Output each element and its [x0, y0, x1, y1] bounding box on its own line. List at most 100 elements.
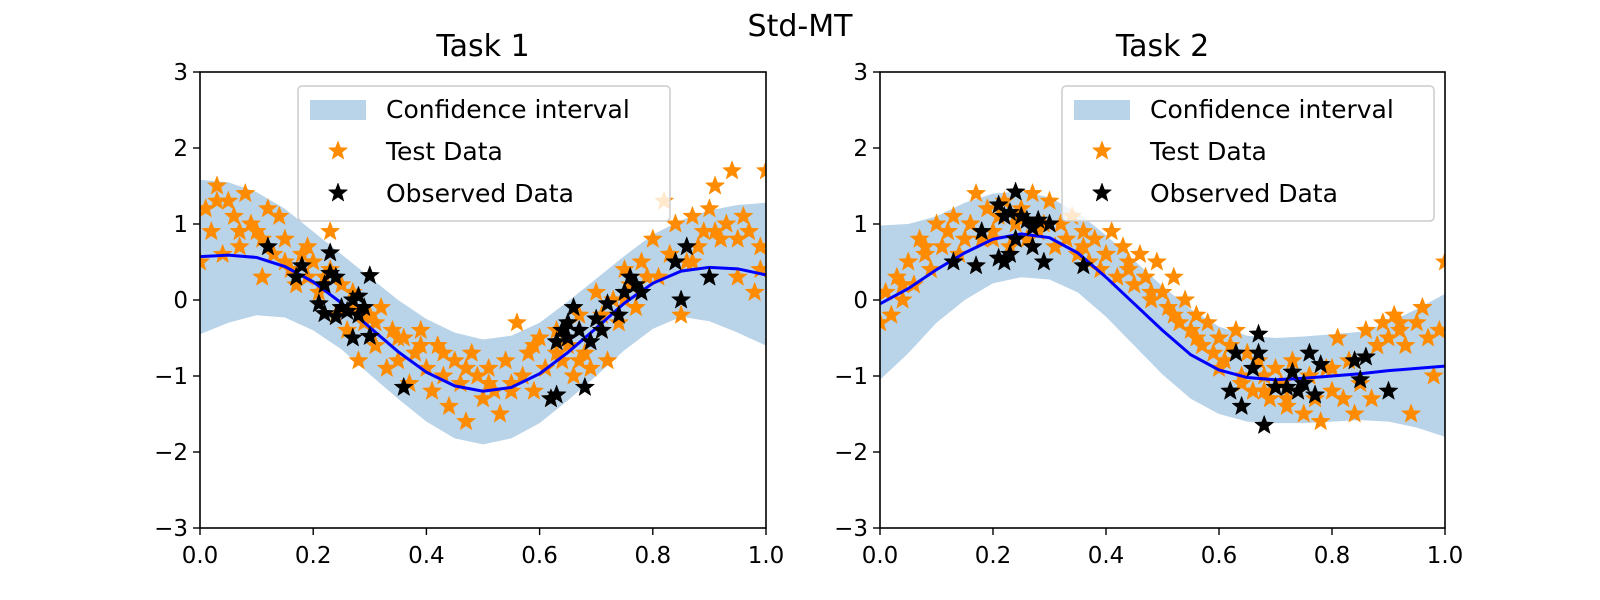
panel-title: Task 2: [1115, 29, 1209, 64]
observed-data-point: [557, 312, 579, 332]
legend-label: Confidence interval: [1150, 95, 1394, 124]
test-data-point: [235, 182, 256, 203]
plot-area: [200, 160, 766, 445]
test-data-point: [489, 403, 511, 423]
observed-data-point: [1231, 395, 1252, 416]
test-data-point: [733, 205, 754, 226]
x-tick-label: 0.6: [521, 543, 558, 569]
x-tick-label: 0.0: [182, 543, 219, 569]
test-data-point: [1186, 304, 1207, 324]
test-data-point: [699, 198, 720, 218]
test-data-point: [455, 357, 477, 378]
test-data-point: [433, 342, 454, 362]
test-data-point: [269, 205, 290, 226]
test-data-point: [1073, 220, 1094, 241]
observed-data-point: [1310, 353, 1331, 374]
test-data-point: [1203, 342, 1224, 362]
legend-label: Observed Data: [386, 179, 574, 208]
panel-title: Task 1: [435, 29, 529, 64]
test-data-point: [387, 327, 409, 347]
y-tick-label: −3: [154, 516, 188, 542]
observed-data-point: [563, 296, 584, 317]
predicted-mean-line: [880, 232, 1445, 382]
observed-data-point: [988, 194, 1009, 214]
observed-data-point: [1033, 251, 1055, 271]
test-data-point: [546, 342, 567, 362]
test-data-point: [631, 251, 652, 271]
x-tick-label: 0.4: [408, 543, 445, 569]
observed-data-point: [943, 251, 964, 271]
test-data-point: [1361, 388, 1382, 408]
observed-data-point: [1039, 213, 1060, 233]
legend-label: Test Data: [1149, 137, 1267, 166]
test-data-point: [229, 220, 250, 241]
test-data-point: [506, 312, 528, 332]
observed-data-point: [999, 201, 1021, 222]
observed-data-point: [1378, 380, 1399, 400]
observed-data-point: [1005, 228, 1026, 248]
y-tick-label: 2: [853, 136, 868, 162]
task-1-panel: 0.0 0.2 0.4 0.6 0.8 1.0 3 2 1 0 −1 −2 −3 Task 1 Confid…: [154, 29, 784, 569]
observed-data-point: [1073, 255, 1094, 275]
observed-data-point: [1350, 369, 1371, 389]
observed-data-point: [1293, 372, 1314, 393]
y-tick-label: 0: [853, 288, 868, 314]
test-data-point: [1163, 304, 1184, 324]
test-data-point: [1095, 243, 1117, 264]
test-data-point: [1429, 319, 1445, 340]
x-tick-label: 0.0: [862, 543, 899, 569]
test-data-point: [303, 251, 324, 271]
y-tick-label: 1: [173, 212, 188, 238]
test-data-point: [1118, 258, 1139, 279]
test-data-point: [461, 342, 482, 362]
legend: Confidence interval Test Data Observed Dat…: [1061, 85, 1435, 222]
test-data-point: [670, 304, 692, 324]
test-data-point: [1146, 251, 1168, 271]
test-data-point: [1231, 372, 1252, 393]
observed-data-point: [257, 236, 279, 256]
test-data-point: [348, 350, 369, 370]
observed-data-point: [574, 376, 596, 397]
observed-data-point: [325, 266, 347, 286]
legend-band-swatch: [310, 100, 366, 120]
test-data-point: [597, 350, 618, 370]
test-data-point: [1197, 312, 1218, 332]
test-data-point: [455, 410, 477, 431]
legend-test-marker: [327, 140, 349, 160]
test-data-point: [1389, 319, 1410, 340]
test-data-point: [257, 198, 279, 218]
test-data-point: [523, 380, 545, 400]
observed-data-point: [1248, 342, 1269, 362]
observed-data-point: [348, 285, 369, 305]
test-data-point: [223, 205, 245, 226]
test-data-point: [750, 236, 766, 256]
observed-data-point: [586, 308, 607, 328]
test-data-point: [1389, 312, 1410, 332]
test-data-point: [1321, 380, 1343, 400]
test-data-point: [744, 281, 765, 302]
legend-box: [297, 85, 671, 222]
x-tick-label: 1.0: [1427, 543, 1464, 569]
legend-test-marker: [1091, 140, 1113, 160]
test-data-point: [421, 380, 443, 400]
observed-data-point: [1242, 357, 1264, 378]
test-data-point: [206, 175, 228, 195]
observed-data-point: [286, 266, 307, 286]
test-data-point: [495, 350, 516, 370]
test-data-point: [898, 251, 919, 271]
observed-data-point: [291, 255, 313, 275]
x-tick-label: 0.8: [635, 543, 672, 569]
test-data-point: [523, 334, 545, 355]
test-data-point: [1022, 182, 1043, 203]
observed-data-point: [665, 251, 686, 271]
x-tick-label: 1.0: [748, 543, 785, 569]
legend-label: Observed Data: [1150, 179, 1338, 208]
observed-data-point: [319, 262, 341, 283]
observed-data-point: [342, 327, 364, 347]
test-data-point: [1163, 266, 1184, 286]
test-data-point: [1355, 319, 1377, 340]
task-2-panel: 0.0 0.2 0.4 0.6 0.8 1.0 3 2 1 0 −1 −2 −3 Task 2 Confid…: [834, 29, 1463, 569]
y-tick-label: −3: [834, 516, 868, 542]
test-data-point: [410, 319, 431, 340]
